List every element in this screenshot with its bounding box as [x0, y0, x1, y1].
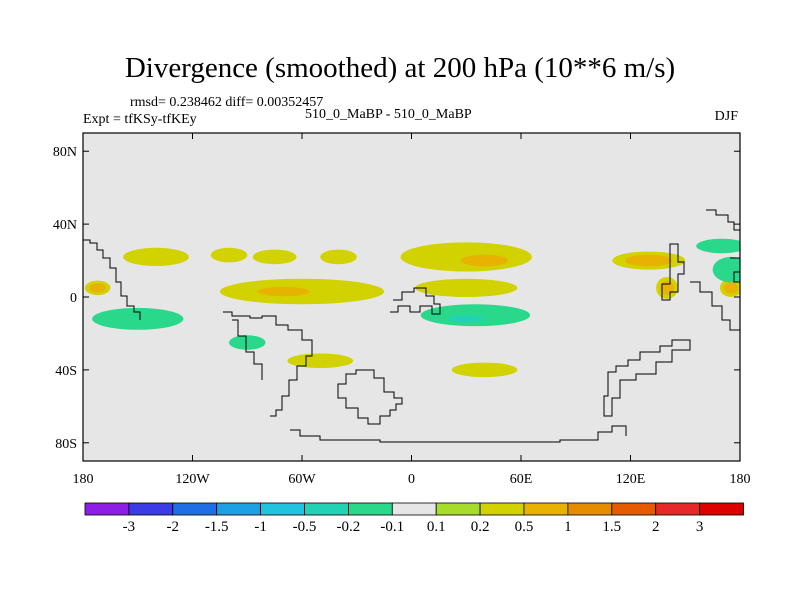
y-tick-label: 40S — [55, 364, 77, 379]
legend-swatch — [567, 502, 613, 516]
contour-blob-18-2 — [448, 315, 485, 323]
y-tick-label: 40N — [53, 218, 77, 233]
legend-label: 3 — [696, 519, 704, 535]
legend-label: 0.1 — [427, 519, 446, 535]
contour-field — [84, 238, 740, 378]
coastline-north-america — [83, 239, 141, 320]
x-tick-label: 120W — [175, 472, 210, 487]
x-tick-label: 120E — [616, 472, 646, 487]
coastline-asia-southeast — [661, 243, 685, 301]
legend-swatch — [172, 502, 218, 516]
contour-blob-14-1 — [451, 362, 518, 378]
legend-label: 1.5 — [602, 519, 621, 535]
contour-blob-16-1 — [229, 335, 266, 350]
coastline-africa — [390, 287, 441, 315]
coastline-australia — [603, 339, 691, 417]
contour-blob-3-1 — [320, 249, 357, 265]
contour-blob-7-2 — [89, 283, 106, 293]
coastline-andes — [232, 319, 263, 380]
season-label: DJF — [714, 109, 738, 124]
chart-title: Divergence (smoothed) at 200 hPa (10**6 … — [124, 52, 676, 84]
legend-label: -0.5 — [293, 519, 317, 535]
legend-swatch — [699, 502, 744, 516]
contour-blob-6-2 — [625, 254, 673, 267]
x-tick-label: 180 — [73, 472, 94, 487]
legend-swatch — [479, 502, 525, 516]
legend-swatch — [611, 502, 657, 516]
experiment-label: Expt = tfKSy-tfKEy — [83, 112, 197, 127]
legend-swatch — [391, 502, 437, 516]
legend-swatch — [304, 502, 349, 516]
legend-label: -1.5 — [205, 519, 229, 535]
legend-swatch — [523, 502, 569, 516]
coastline-south-america — [223, 311, 313, 417]
contour-blob-9-2 — [257, 286, 310, 297]
coastline-asia-east — [706, 209, 740, 231]
contour-blob-11-2 — [723, 281, 738, 294]
legend-label: 0.5 — [515, 519, 534, 535]
legend-label: 0.2 — [471, 519, 490, 535]
y-tick-label: 80N — [53, 145, 77, 160]
legend-swatch — [260, 502, 305, 516]
legend-swatch — [216, 502, 261, 516]
x-tick-label: 0 — [408, 472, 415, 487]
contour-blob-5-2 — [460, 254, 509, 267]
contour-blob-1-1 — [210, 247, 248, 263]
contour-blob-15-1 — [92, 307, 184, 330]
contour-blob-20-1 — [696, 238, 740, 254]
legend-swatch — [435, 502, 481, 516]
contour-blob-13-1 — [287, 353, 354, 369]
contour-blob-0-1 — [123, 247, 189, 267]
contour-blob-2-1 — [252, 249, 297, 265]
y-tick-label: 0 — [70, 291, 77, 306]
coastline-antarctica — [290, 425, 627, 443]
coastline-maritime — [690, 281, 740, 331]
color-legend: -3 -2 -1.5 -1 -0.5 -0.2 -0.1 0.1 0.2 0.5 1 1.5 2 3 — [84, 502, 744, 535]
contour-blob-19-1 — [712, 256, 740, 283]
legend-label: -3 — [123, 519, 136, 535]
plot-background — [83, 133, 740, 461]
legend-swatch — [347, 502, 393, 516]
legend-label: -1 — [254, 519, 267, 535]
legend-label: 2 — [652, 519, 660, 535]
legend-swatch — [655, 502, 701, 516]
coastline-islands — [730, 257, 740, 283]
legend-swatch — [128, 502, 174, 516]
legend-label: -0.2 — [337, 519, 361, 535]
legend-swatch — [84, 502, 130, 516]
legend-label: -2 — [167, 519, 180, 535]
axes: 180 120W 60W 0 60E 120E 180 80N 40N 0 40S 80S — [53, 133, 751, 487]
coastline-south-africa — [337, 369, 403, 425]
legend-label: 1 — [564, 519, 572, 535]
contour-blob-10-1 — [415, 278, 518, 297]
comparison-label: 510_0_MaBP - 510_0_MaBP — [305, 107, 472, 122]
x-tick-label: 180 — [730, 472, 751, 487]
stats-label: rmsd= 0.238462 diff= 0.00352457 — [130, 95, 324, 110]
coastlines — [83, 209, 740, 443]
x-tick-label: 60E — [510, 472, 533, 487]
y-tick-label: 80S — [55, 437, 77, 452]
legend-label: -0.1 — [380, 519, 404, 535]
x-tick-label: 60W — [288, 472, 316, 487]
